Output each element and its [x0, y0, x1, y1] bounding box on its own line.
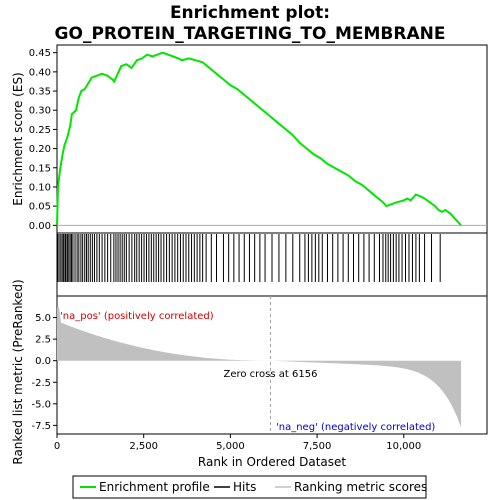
es-panel-frame — [56, 44, 488, 234]
metric-y-tick-label: 2.5 — [35, 335, 51, 346]
es-y-axis-label: Enrichment score (ES) — [11, 72, 25, 205]
es-y-tick-label: 0.05 — [29, 202, 51, 213]
es-y-tick-label: 0.45 — [29, 48, 51, 59]
x-tick-label: 5,000 — [216, 441, 245, 452]
enrichment-profile-line — [56, 51, 462, 226]
x-ticks: 0 2,500 5,000 7,500 10,000 — [54, 434, 421, 452]
metric-y-tick-label: 0.0 — [35, 356, 51, 367]
es-y-tick-label: 0.20 — [29, 144, 51, 155]
metric-panel: 5.0 2.5 0.0 -2.5 -5.0 -7.5 Zero cross at 6156… — [31, 295, 488, 435]
legend: Enrichment profile Hits Ranking metric s… — [72, 475, 427, 499]
es-y-ticks: 0.00 0.05 0.10 0.15 0.20 0.25 0.30 0.35 0.40 0.45 — [29, 48, 57, 232]
chart-title-line2: GO_PROTEIN_TARGETING_TO_MEMBRANE — [55, 24, 446, 44]
es-y-tick-label: 0.40 — [29, 67, 51, 78]
es-y-tick-label: 0.00 — [29, 221, 51, 232]
x-tick-label: 2,500 — [129, 441, 158, 452]
legend-metric-label: Ranking metric scores — [294, 480, 427, 494]
metric-y-axis-label: Ranked list metric (PreRanked) — [11, 279, 25, 464]
hits-panel — [56, 232, 488, 297]
x-tick-label: 7,500 — [303, 441, 332, 452]
es-y-tick-label: 0.30 — [29, 106, 51, 117]
es-panel: 0.00 0.05 0.10 0.15 0.20 0.25 0.30 0.35 0.40 0.45 — [29, 44, 488, 234]
pos-correlated-label: 'na_pos' (positively correlated) — [60, 311, 214, 322]
metric-y-tick-label: -7.5 — [31, 421, 51, 432]
hit-marks — [57, 234, 441, 282]
metric-y-ticks: 5.0 2.5 0.0 -2.5 -5.0 -7.5 — [31, 313, 57, 432]
legend-hits-label: Hits — [233, 480, 256, 494]
metric-y-tick-label: -2.5 — [31, 378, 51, 389]
zero-cross-label: Zero cross at 6156 — [223, 369, 317, 380]
es-y-tick-label: 0.10 — [29, 182, 51, 193]
metric-y-tick-label: -5.0 — [31, 399, 51, 410]
x-tick-label: 0 — [54, 441, 60, 452]
neg-correlated-label: 'na_neg' (negatively correlated) — [276, 422, 435, 433]
es-y-tick-label: 0.15 — [29, 163, 51, 174]
chart-title-line1: Enrichment plot: — [170, 3, 330, 23]
metric-y-tick-label: 5.0 — [35, 313, 51, 324]
legend-enrichment-label: Enrichment profile — [99, 480, 210, 494]
x-tick-label: 10,000 — [386, 441, 421, 452]
legend-box — [72, 475, 427, 499]
x-axis-label: Rank in Ordered Dataset — [198, 455, 346, 469]
es-y-tick-label: 0.25 — [29, 125, 51, 136]
es-y-tick-label: 0.35 — [29, 87, 51, 98]
